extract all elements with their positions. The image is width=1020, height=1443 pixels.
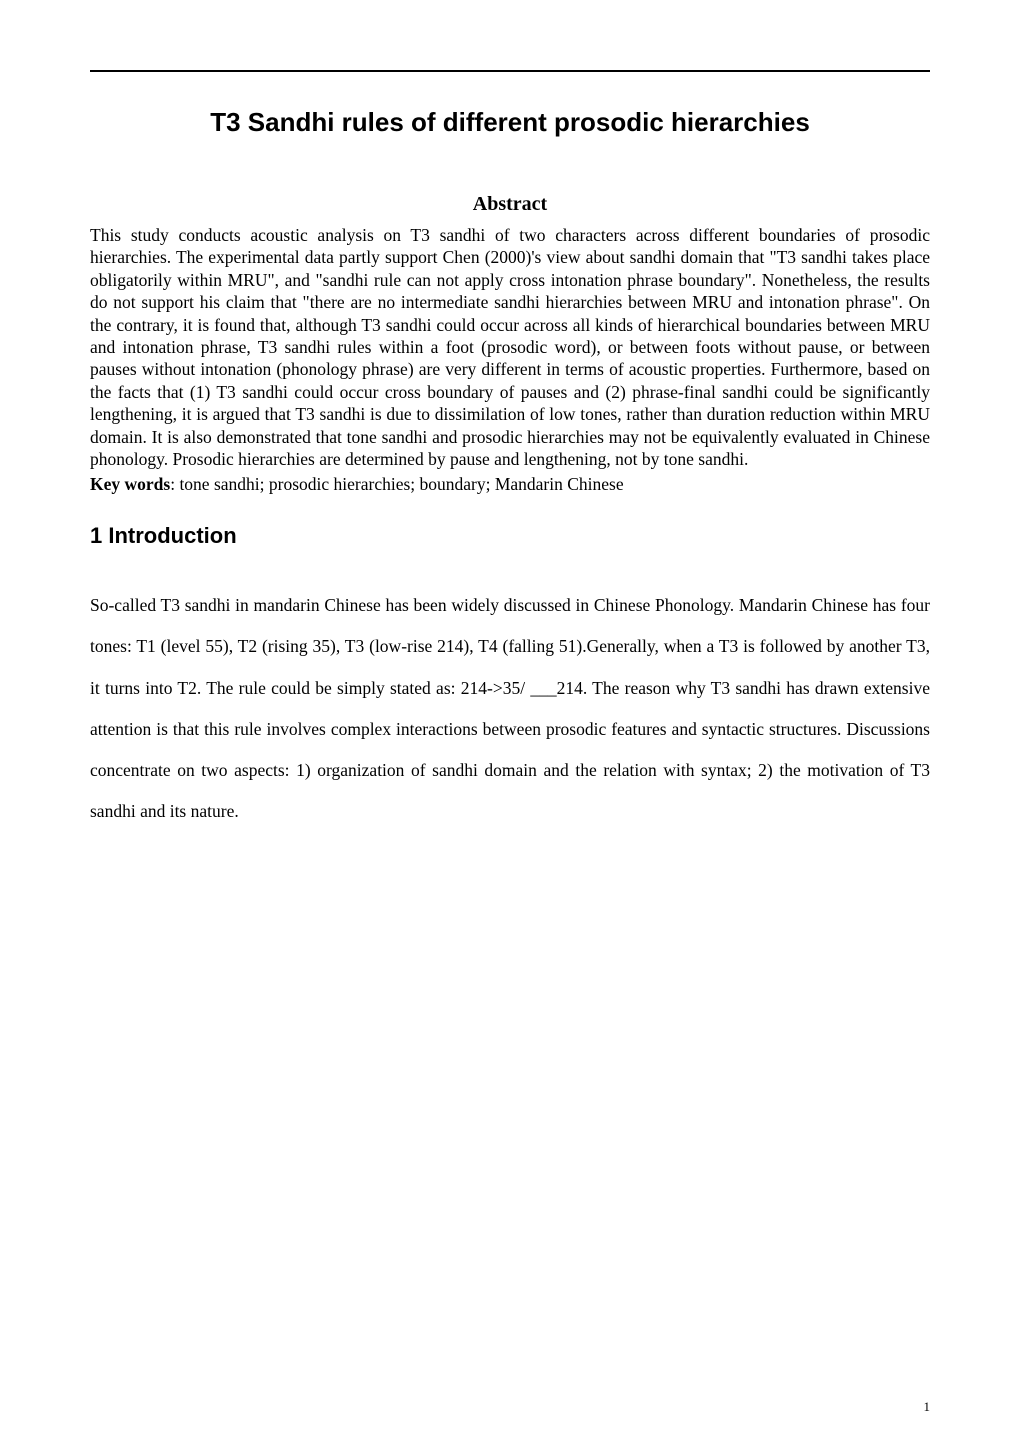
abstract-body: This study conducts acoustic analysis on… <box>90 224 930 470</box>
page: T3 Sandhi rules of different prosodic hi… <box>0 0 1020 1443</box>
keywords-text: : tone sandhi; prosodic hierarchies; bou… <box>170 474 623 494</box>
page-number: 1 <box>924 1399 931 1415</box>
top-rule <box>90 70 930 72</box>
keywords-line: Key words: tone sandhi; prosodic hierarc… <box>90 474 930 495</box>
paper-title: T3 Sandhi rules of different prosodic hi… <box>90 107 930 138</box>
introduction-body: So-called T3 sandhi in mandarin Chinese … <box>90 585 930 832</box>
abstract-heading: Abstract <box>90 193 930 216</box>
keywords-label: Key words <box>90 474 170 494</box>
section-heading-introduction: 1 Introduction <box>90 523 930 549</box>
